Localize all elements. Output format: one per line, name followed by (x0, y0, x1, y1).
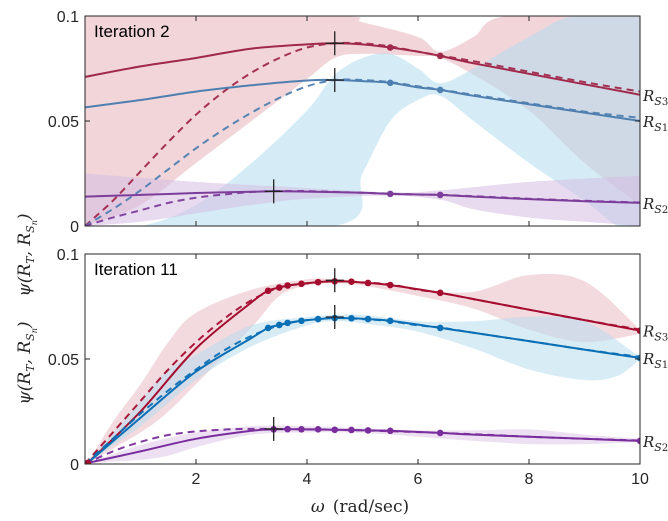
series-label-R_S2: RS2 (642, 195, 668, 216)
point-R_S2-9 (636, 437, 640, 445)
line-dashed-R_S3 (85, 41, 640, 226)
series-label-R_S3: RS3 (642, 323, 668, 344)
line-dashed-R_S1 (85, 78, 640, 226)
point-R_S3-1 (264, 287, 272, 295)
point-R_S3-10 (436, 289, 444, 297)
series-label-R_S1: RS1 (642, 350, 668, 371)
point-R_S1-4 (314, 315, 322, 323)
point-R_S3-7 (348, 278, 355, 286)
point-R_S1-9 (436, 324, 444, 332)
band-R_S2 (85, 173, 640, 226)
y-tick-label: 0.05 (48, 352, 79, 369)
point-R_S2-4 (331, 426, 339, 434)
point-R_S1-3 (298, 317, 305, 325)
panel-iteration-2: 0 0.05 0.1 Iteration 2 RS3 RS1 RS2 (48, 9, 668, 236)
line-solid-R_S2 (85, 190, 640, 204)
point-R_S3-2 (275, 284, 283, 291)
point-R_S1-0 (264, 324, 272, 332)
x-axis-label: ω (rad/sec) (311, 497, 409, 517)
series-label-R_S1: RS1 (642, 113, 668, 134)
x-tick-label: 8 (525, 471, 534, 488)
point-R_S2-1 (284, 425, 291, 433)
point-R_S3-5 (314, 278, 322, 286)
point-R_S3-0 (85, 459, 92, 464)
point-R_S2-8 (436, 429, 444, 437)
point-R_S1-6 (348, 314, 355, 322)
line-solid-R_S3 (85, 42, 640, 96)
x-tick-label: 4 (303, 471, 312, 488)
y-tick-label: 0.1 (57, 9, 79, 26)
point-R_S1-8 (386, 317, 394, 325)
point-R_S2-0 (386, 190, 394, 198)
point-R_S3-11 (636, 327, 640, 334)
band-R_S3 (87, 273, 640, 463)
panel-title: Iteration 11 (94, 260, 178, 279)
point-R_S3-4 (298, 280, 305, 288)
point-R_S3-9 (386, 281, 394, 289)
point-R_S2-1 (436, 191, 444, 199)
plot-content (85, 16, 640, 226)
y-tick-label: 0 (70, 457, 79, 474)
y-axis-label-top: ψ(RT, RSn) (15, 213, 39, 296)
point-R_S2-3 (314, 426, 322, 433)
point-R_S2-5 (348, 426, 355, 434)
point-R_S2-7 (386, 427, 394, 435)
svg-text:ψ(RT, RSn): ψ(RT, RSn) (15, 213, 39, 296)
point-R_S1-7 (364, 315, 372, 323)
y-axis-label-bottom: ψ(RT, RSn) (15, 321, 39, 404)
x-tick-label: 2 (192, 471, 201, 488)
point-R_S3-8 (364, 279, 372, 287)
point-R_S1-1 (436, 86, 444, 94)
point-R_S2-2 (298, 426, 305, 433)
point-R_S1-10 (636, 354, 640, 362)
plot-content (85, 268, 640, 464)
point-R_S1-0 (386, 79, 394, 87)
point-R_S3-0 (386, 44, 394, 51)
band-R_S1 (87, 314, 640, 463)
line-dashed-R_S3 (85, 280, 640, 464)
point-R_S3-3 (284, 282, 291, 289)
point-R_S3-1 (436, 52, 444, 60)
y-tick-label: 0.1 (57, 247, 79, 264)
panel-title: Iteration 2 (94, 22, 170, 41)
point-R_S1-2 (284, 319, 291, 327)
y-tick-label: 0 (70, 219, 79, 236)
series-label-R_S3: RS3 (642, 87, 668, 108)
point-R_S2-6 (364, 427, 372, 434)
svg-text:ψ(RT, RSn): ψ(RT, RSn) (15, 321, 39, 404)
x-tick-label: 10 (631, 471, 649, 488)
line-dashed-R_S2 (85, 189, 640, 226)
point-R_S1-1 (275, 321, 283, 329)
y-tick-label: 0.05 (48, 114, 79, 131)
series-label-R_S2: RS2 (642, 433, 668, 454)
x-tick-label: 6 (414, 471, 423, 488)
panel-iteration-11: 2 4 6 8 10 0 0.05 0.1 Iteration 11 RS3 RS1 RS2 (48, 247, 668, 488)
